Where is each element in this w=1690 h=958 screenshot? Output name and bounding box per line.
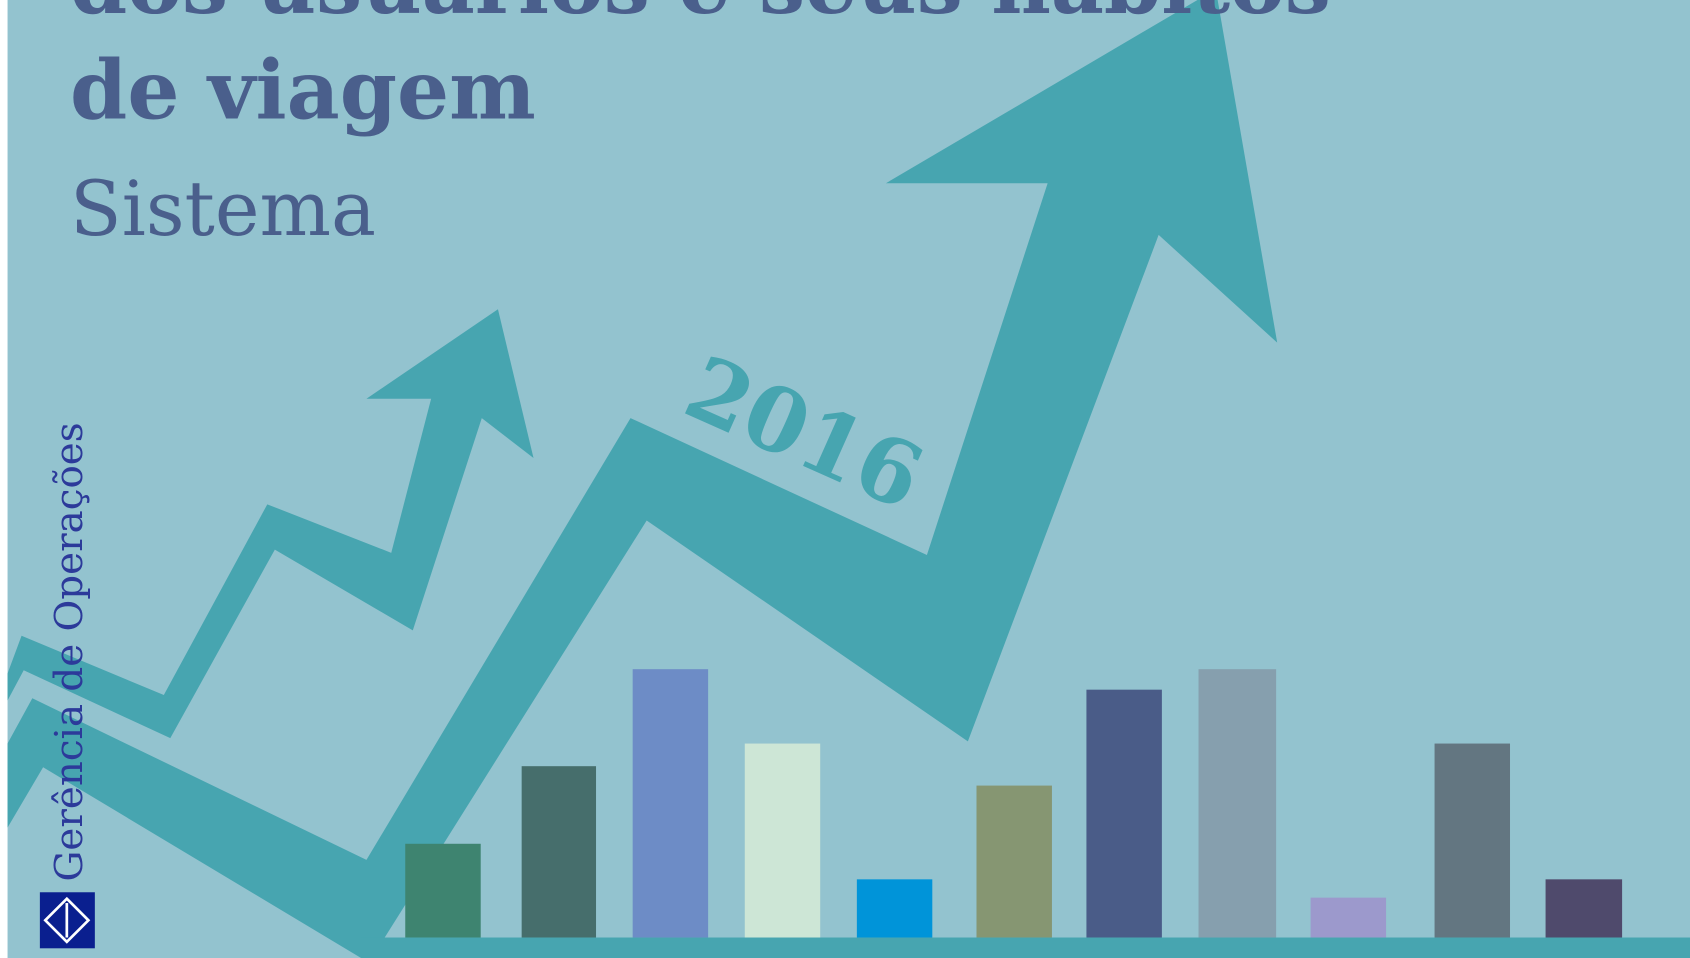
small-arrow: [7, 309, 534, 739]
title-line: de viagem: [70, 43, 536, 139]
bar: [1310, 897, 1387, 938]
bar: [1434, 743, 1511, 938]
logo-diamond: [43, 896, 91, 944]
bar: [1086, 689, 1162, 938]
bar: [856, 879, 933, 938]
bar: [976, 785, 1052, 938]
bar: [744, 743, 821, 938]
bar: [1198, 669, 1277, 938]
decorative-bars: [405, 669, 1623, 938]
title-line: dos usuários e seus hábitos: [70, 0, 1331, 33]
bar: [521, 766, 597, 938]
bar: [1545, 879, 1623, 938]
department: Gerência de Operações: [47, 422, 92, 881]
bar: [632, 669, 709, 938]
subtitle: Sistema: [70, 165, 376, 253]
big-arrow: [7, 0, 1278, 958]
baseline-strip: [361, 937, 1690, 958]
logo: [39, 892, 95, 949]
bar: [405, 843, 481, 938]
background: [7, 0, 1690, 958]
